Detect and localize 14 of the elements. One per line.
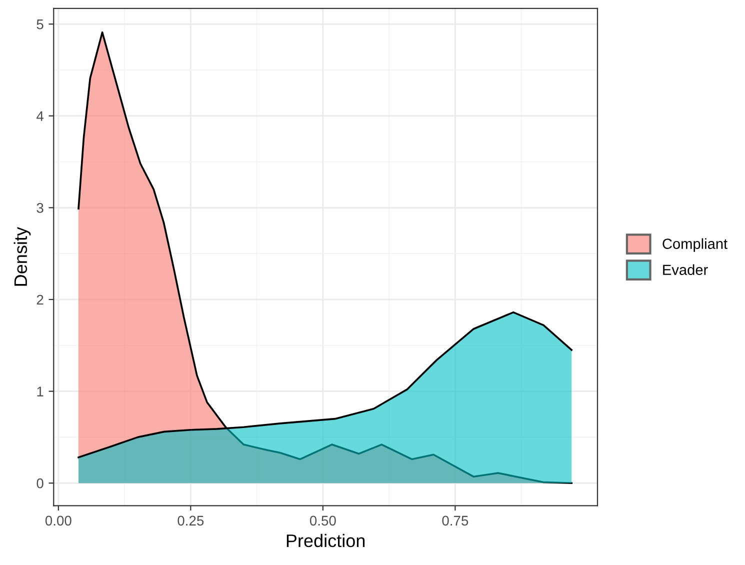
x-tick-label: 0.50 [310,516,336,526]
y-tick-label: 2 [36,294,44,305]
x-tick-label: 0.75 [442,516,468,526]
y-tick-label: 5 [36,20,44,30]
legend-label: Compliant [662,238,728,252]
y-tick-label: 1 [37,386,44,396]
legend-label: Evader [663,264,708,276]
y-tick-label: 4 [36,111,44,121]
x-axis-title: Prediction [286,534,365,548]
y-axis-title: Density [14,227,31,286]
x-tick-label: 0.00 [45,516,72,526]
y-tick-label: 0 [36,478,44,488]
y-tick-label: 3 [36,203,44,213]
x-tick-label: 0.25 [178,516,204,526]
